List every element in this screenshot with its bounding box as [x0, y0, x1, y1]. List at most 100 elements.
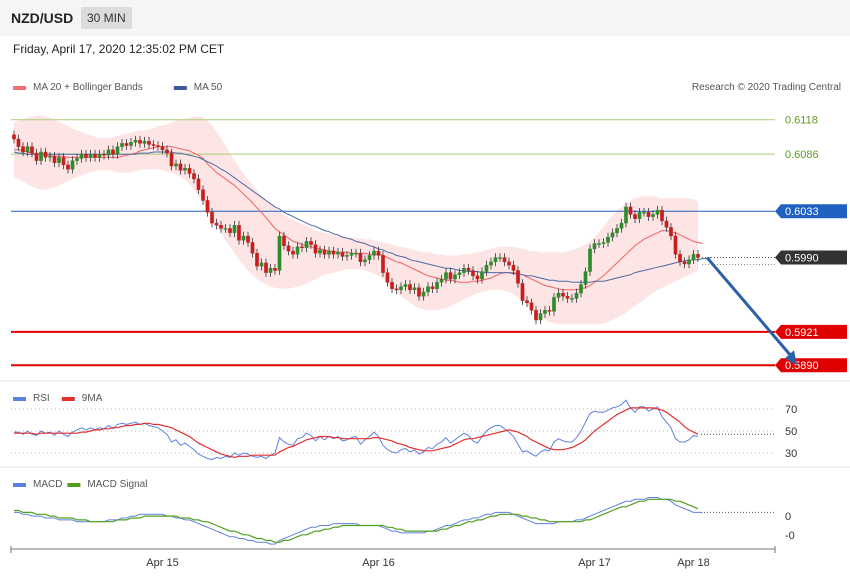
- candle-body: [507, 261, 511, 266]
- candle-body: [25, 146, 30, 153]
- candle-body: [430, 286, 435, 289]
- candle-body: [75, 158, 79, 161]
- candle-body: [421, 291, 426, 297]
- candle-body: [61, 157, 66, 166]
- candle-body: [525, 300, 529, 303]
- candle-body: [84, 153, 88, 158]
- candle-body: [615, 228, 619, 233]
- rsi-legend-label-0: RSI: [33, 393, 50, 404]
- macd-legend-label-0: MACD: [33, 479, 62, 490]
- candle-body: [610, 232, 615, 238]
- level-tag-0.5990: [775, 250, 847, 265]
- level-label-0.5890: 0.5890: [785, 360, 819, 372]
- candle-body: [151, 144, 156, 146]
- candle-body: [196, 178, 201, 190]
- candle-body: [381, 255, 385, 273]
- rsi-legend-label-1: 9MA: [82, 393, 103, 404]
- candle-body: [669, 227, 673, 237]
- candle-body: [570, 298, 574, 300]
- candle-body: [520, 283, 525, 301]
- candle-body: [237, 225, 241, 241]
- candle-body: [268, 268, 273, 273]
- candle-body: [588, 248, 592, 272]
- price-legend-swatch-0: [13, 86, 26, 90]
- candle-body: [664, 220, 669, 228]
- candle-body: [633, 214, 637, 219]
- candle-body: [628, 206, 633, 215]
- candle-body: [106, 149, 111, 156]
- candle-body: [646, 212, 651, 217]
- candle-body: [97, 153, 102, 158]
- candle-body: [309, 241, 313, 245]
- candle-body: [561, 292, 565, 297]
- candle-body: [390, 282, 394, 289]
- rsi-legend-swatch-0: [13, 397, 26, 401]
- candle-body: [453, 274, 457, 280]
- candle-body: [93, 153, 97, 158]
- candles: [12, 130, 700, 325]
- level-tag-0.5921: [775, 324, 847, 339]
- candle-body: [457, 272, 462, 275]
- candle-body: [192, 173, 196, 180]
- candle-body: [448, 272, 453, 280]
- candle-body: [39, 151, 43, 161]
- candle-body: [133, 139, 138, 143]
- candle-body: [484, 264, 489, 272]
- candle-body: [88, 153, 93, 158]
- candle-body: [34, 152, 39, 161]
- candle-body: [403, 284, 408, 287]
- candle-body: [129, 142, 133, 146]
- rsi-tick-70: 70: [785, 404, 797, 416]
- rsi-tick-30: 30: [785, 448, 797, 460]
- candle-body: [223, 228, 228, 230]
- candle-body: [637, 212, 642, 219]
- candle-body: [138, 139, 142, 144]
- candle-body: [318, 249, 322, 254]
- candle-body: [16, 138, 21, 147]
- candle-body: [345, 255, 349, 257]
- candle-body: [291, 250, 295, 255]
- candle-body: [511, 264, 516, 271]
- candle-body: [282, 235, 286, 246]
- candle-body: [475, 275, 480, 280]
- level-label-0.6033: 0.6033: [785, 206, 819, 218]
- macd-line: [14, 497, 703, 545]
- rsi-ma9-line: [14, 407, 699, 459]
- candle-body: [489, 261, 493, 266]
- candle-body: [592, 243, 597, 250]
- ma50-line: [13, 151, 712, 283]
- instrument-title: NZD/USD: [11, 10, 74, 26]
- candle-body: [21, 146, 25, 153]
- price-legend-label-0: MA 20 + Bollinger Bands: [33, 82, 143, 93]
- level-tag-0.6033: [775, 204, 847, 219]
- candle-body: [178, 163, 183, 171]
- candle-body: [205, 200, 210, 213]
- candle-body: [408, 284, 412, 291]
- candle-body: [660, 209, 664, 222]
- candle-body: [327, 250, 331, 255]
- candle-body: [642, 212, 646, 214]
- candle-body: [66, 164, 70, 170]
- candle-body: [678, 254, 682, 263]
- candle-body: [183, 167, 187, 171]
- macd-signal-line: [14, 498, 699, 543]
- candle-body: [543, 310, 547, 314]
- candle-body: [304, 241, 309, 249]
- candle-body: [376, 250, 381, 256]
- candle-body: [331, 250, 336, 255]
- candle-body: [48, 156, 52, 158]
- candle-body: [538, 313, 543, 321]
- candle-body: [583, 271, 588, 285]
- candle-body: [70, 160, 75, 170]
- candle-body: [187, 167, 192, 174]
- candle-body: [210, 212, 214, 224]
- timeframe-badge[interactable]: 30 MIN: [81, 7, 132, 29]
- candle-body: [232, 225, 237, 233]
- candle-body: [147, 141, 151, 145]
- candle-body: [493, 257, 498, 263]
- time-tick-3: Apr 18: [677, 557, 709, 569]
- candle-body: [241, 235, 246, 241]
- candle-body: [444, 272, 448, 280]
- candle-body: [471, 270, 475, 277]
